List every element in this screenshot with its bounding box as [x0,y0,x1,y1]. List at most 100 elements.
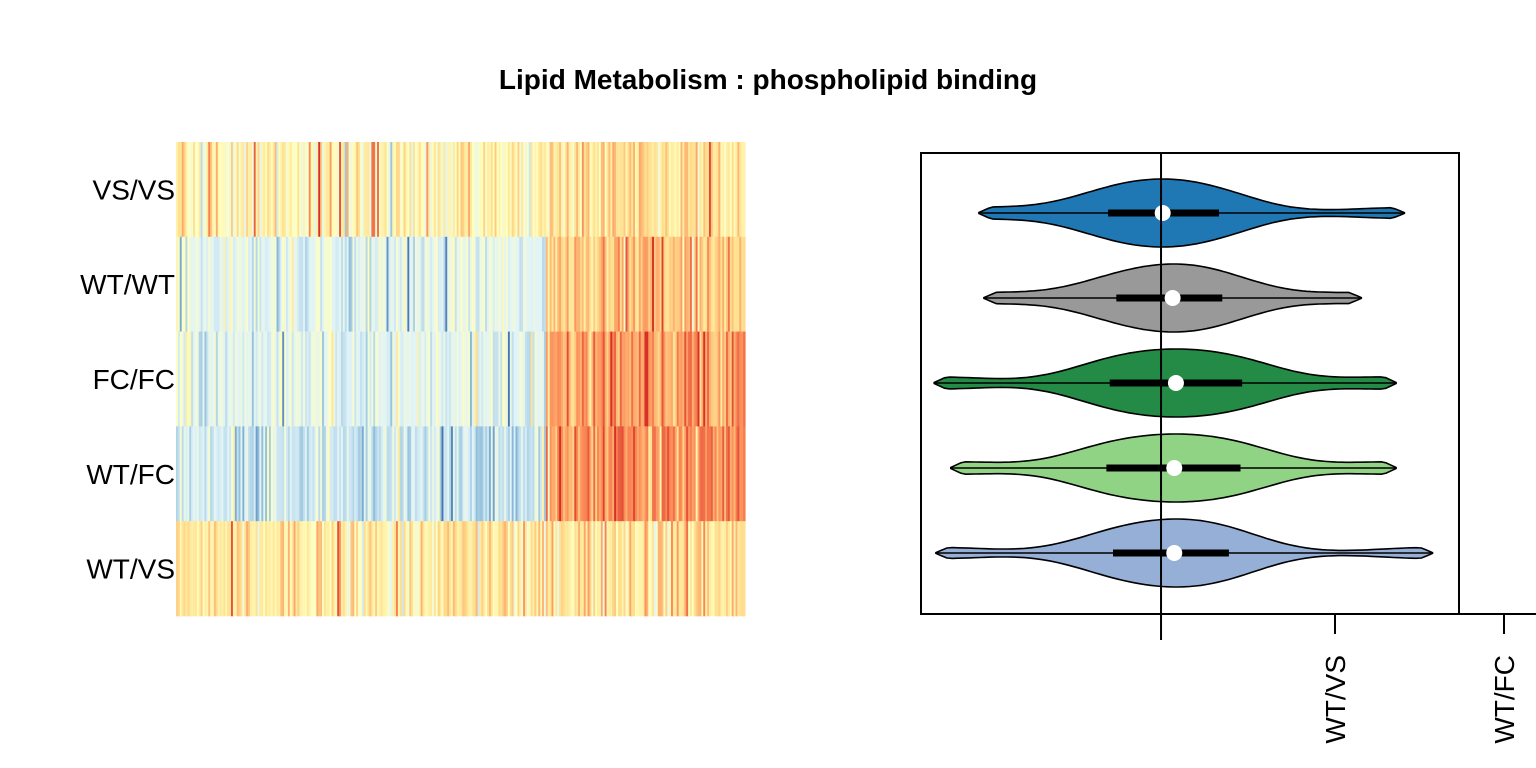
heatmap-cell [494,236,498,332]
heatmap-cell [316,521,319,617]
heatmap-cell [581,236,585,332]
heatmap-cell [390,426,393,522]
heatmap-cell [475,236,479,332]
heatmap-cell [405,331,408,427]
heatmap-cell [409,142,412,238]
heatmap-cell [530,331,534,427]
heatmap-cell [456,142,460,238]
heatmap-cell [276,331,280,427]
heatmap-cell [500,521,503,617]
heatmap-cell [177,426,181,522]
heatmap-cell [600,426,604,522]
heatmap-cell [365,236,369,332]
heatmap-cell [352,426,355,522]
heatmap-cell [699,426,702,522]
heatmap-cell [225,142,228,238]
heatmap-cell [322,331,325,427]
heatmap-cell [356,236,359,332]
heatmap-cell [217,426,221,522]
heatmap-cell [426,331,429,427]
heatmap-cell [602,236,606,332]
heatmap-cell [430,236,433,332]
heatmap-cell [289,142,293,238]
heatmap-cell [549,236,553,332]
heatmap-cell [380,521,384,617]
heatmap-cell [407,426,410,522]
heatmap-cell [392,236,395,332]
heatmap-cell [466,142,469,238]
heatmap-cell [729,142,733,238]
heatmap-cell [249,142,253,238]
heatmap-cell [248,236,251,332]
heatmap-cell [344,331,348,427]
heatmap-cell [198,331,202,427]
heatmap-cell [597,426,600,522]
heatmap-cell [215,521,219,617]
heatmap-cell [223,426,226,522]
heatmap-cell [276,426,280,522]
heatmap-cell [566,142,570,238]
heatmap-cell [295,521,298,617]
heatmap-cell [743,426,746,522]
heatmap-cell [401,426,405,522]
heatmap-cell [691,426,695,522]
heatmap-cell [420,426,424,522]
heatmap-cell [528,426,532,522]
heatmap-cell [604,142,608,238]
heatmap-cell [532,521,536,617]
heatmap-cell [631,521,634,617]
heatmap-cell [221,331,225,427]
heatmap-cell [289,331,293,427]
heatmap-cell [737,142,740,238]
heatmap-cell [460,236,463,332]
heatmap-cell [327,521,331,617]
heatmap-cell [394,142,397,238]
heatmap-cell [727,426,731,522]
heatmap-cell [361,521,365,617]
heatmap-cell [428,521,431,617]
heatmap-cell [534,426,537,522]
heatmap-cell [234,236,238,332]
heatmap-cell [477,142,481,238]
heatmap-cell [559,426,562,522]
heatmap-cell [680,426,684,522]
heatmap-cell [557,236,560,332]
heatmap-cell [648,426,651,522]
heatmap-cell [451,331,454,427]
heatmap-cell [416,521,420,617]
heatmap-cell [513,142,517,238]
heatmap-cell [278,331,281,427]
heatmap-cell [504,142,507,238]
heatmap-cell [619,142,623,238]
heatmap-cell [614,331,617,427]
heatmap-cell [210,426,213,522]
heatmap-cell [521,331,524,427]
heatmap-cell [684,521,687,617]
heatmap-cell [506,331,509,427]
heatmap-cell [513,426,517,522]
heatmap-cell [333,236,336,332]
heatmap-cell [339,142,342,238]
heatmap-cell [430,521,433,617]
heatmap-cell [225,236,228,332]
heatmap-cell [519,236,522,332]
heatmap-cell [208,331,211,427]
heatmap-cell [291,426,295,522]
heatmap-cell [411,236,414,332]
heatmap-cell [583,331,587,427]
violin-wt-fc [950,433,1397,503]
heatmap-cell [238,426,242,522]
heatmap-cell [576,236,579,332]
heatmap-cell [697,236,701,332]
heatmap-cell [521,426,524,522]
heatmap-cell [392,521,395,617]
heatmap-cell [424,142,427,238]
heatmap-cell [650,236,653,332]
heatmap-cell [367,426,371,522]
heatmap-cell [655,521,659,617]
heatmap-cell [363,236,367,332]
heatmap-cell [458,426,462,522]
heatmap-cell [331,331,335,427]
heatmap-cell [545,142,549,238]
heatmap-cell [189,142,192,238]
